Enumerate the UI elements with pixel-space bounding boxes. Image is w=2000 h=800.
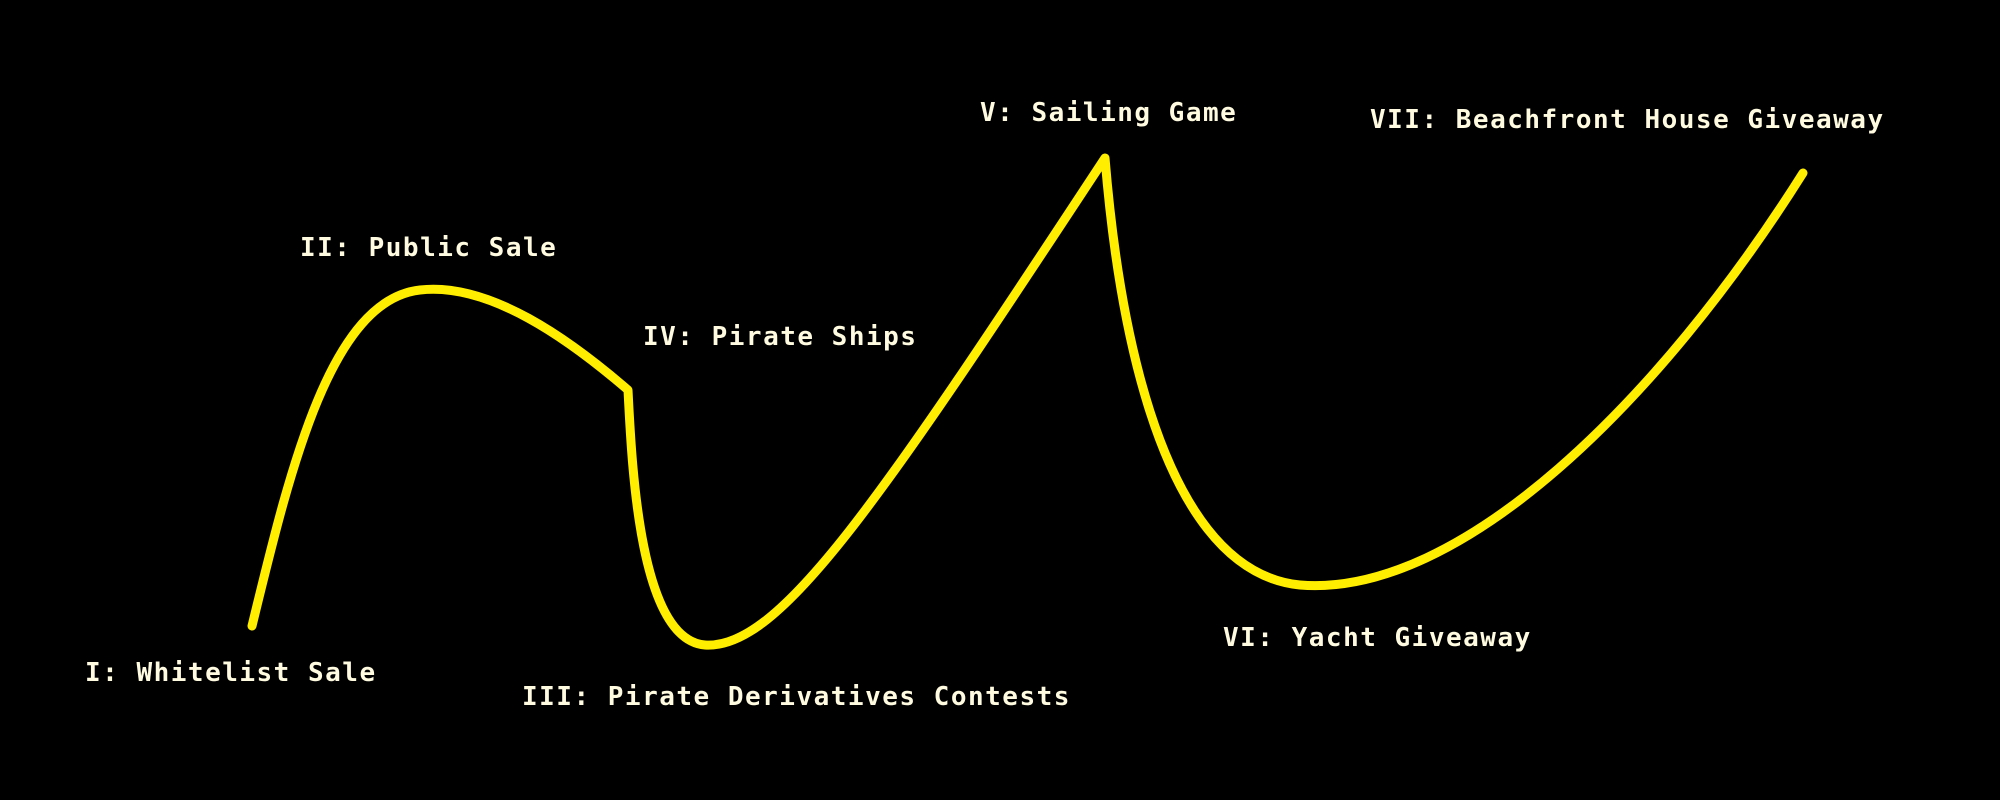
roadmap-curve bbox=[247, 153, 1808, 650]
phase-label-3: III: Pirate Derivatives Contests bbox=[522, 682, 1071, 712]
phase-label-6: VI: Yacht Giveaway bbox=[1223, 623, 1532, 653]
phase-label-5: V: Sailing Game bbox=[980, 98, 1237, 128]
phase-label-4: IV: Pirate Ships bbox=[643, 322, 917, 352]
phase-label-1: I: Whitelist Sale bbox=[85, 658, 377, 688]
phase-label-2: II: Public Sale bbox=[300, 233, 557, 263]
phase-label-7: VII: Beachfront House Giveaway bbox=[1370, 105, 1885, 135]
